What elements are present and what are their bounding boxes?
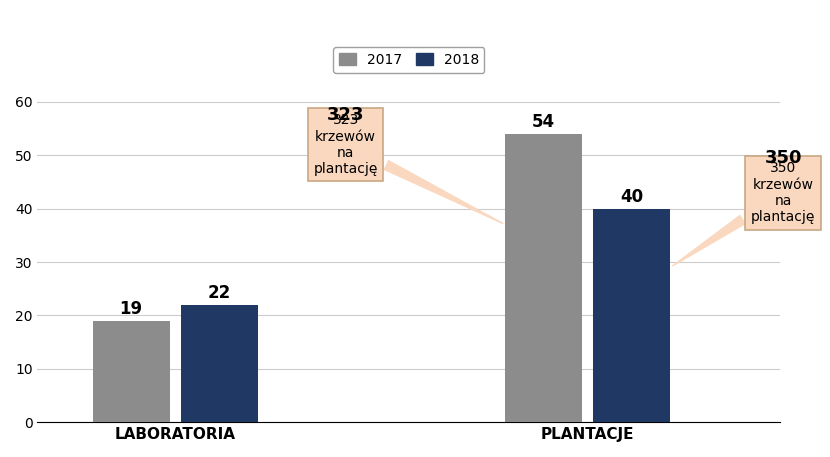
Bar [505, 134, 583, 422]
Text: 54: 54 [532, 113, 555, 131]
Legend: 2017, 2018: 2017, 2018 [334, 48, 485, 73]
Text: 350: 350 [764, 149, 802, 167]
Text: 22: 22 [208, 284, 231, 302]
Text: 19: 19 [120, 300, 143, 318]
Text: 350
krzewów
na
plantację: 350 krzewów na plantację [672, 161, 815, 266]
Bar [181, 305, 257, 422]
Bar [92, 321, 169, 422]
Bar [593, 209, 671, 422]
Text: 40: 40 [620, 188, 643, 206]
Text: 323
krzewów
na
plantację: 323 krzewów na plantację [314, 113, 503, 223]
Text: 323: 323 [327, 106, 364, 124]
